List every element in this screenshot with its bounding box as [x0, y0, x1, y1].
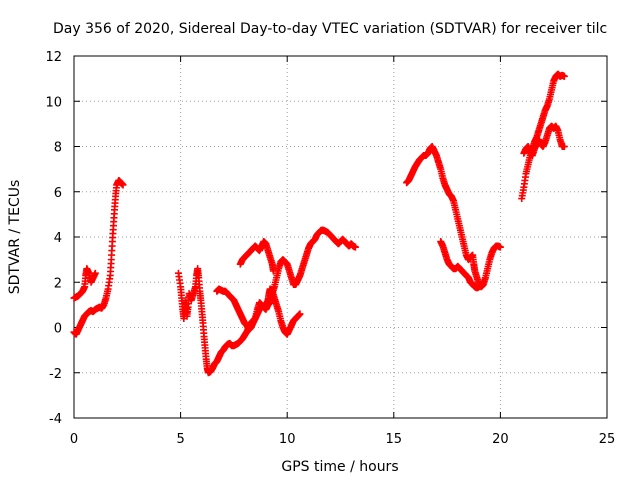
series-7 [437, 238, 487, 292]
data-point [91, 269, 99, 277]
series-2 [70, 176, 127, 338]
series-4 [213, 226, 359, 334]
x-axis-label: GPS time / hours [281, 459, 398, 475]
data-point [351, 243, 359, 251]
series-9 [520, 122, 568, 160]
series-5 [236, 238, 277, 275]
data-point [560, 72, 568, 80]
series-3 [174, 265, 304, 377]
x-tick-label: 15 [386, 432, 403, 447]
y-axis-ticks: -4 -2 0 2 4 6 8 10 12 [45, 50, 607, 427]
y-tick-label: -4 [49, 412, 62, 427]
x-tick-label: 20 [492, 432, 509, 447]
y-tick-label: 6 [54, 186, 62, 201]
x-tick-label: 25 [599, 432, 616, 447]
data-point [560, 143, 568, 150]
y-tick-label: -2 [49, 367, 62, 382]
y-tick-label: 2 [54, 276, 62, 291]
y-tick-label: 10 [45, 95, 62, 110]
series-1 [70, 265, 99, 302]
chart-title: Day 356 of 2020, Sidereal Day-to-day VTE… [53, 21, 607, 37]
grid-lines [74, 56, 607, 418]
y-tick-label: 8 [54, 141, 62, 156]
y-tick-label: 4 [54, 231, 62, 246]
y-tick-label: 0 [54, 322, 62, 337]
data-marks [70, 70, 568, 377]
data-point [496, 243, 504, 251]
x-tick-label: 0 [70, 432, 78, 447]
data-point [479, 278, 487, 286]
data-point [296, 310, 304, 318]
y-axis-label: SDTVAR / TECUs [7, 180, 23, 295]
y-tick-label: 12 [45, 50, 62, 65]
data-point [119, 181, 127, 189]
x-tick-label: 10 [279, 432, 296, 447]
plot-frame [73, 55, 608, 419]
x-tick-label: 5 [176, 432, 184, 447]
data-point [269, 267, 277, 275]
x-axis-ticks: 0 5 10 15 20 25 [70, 56, 615, 447]
